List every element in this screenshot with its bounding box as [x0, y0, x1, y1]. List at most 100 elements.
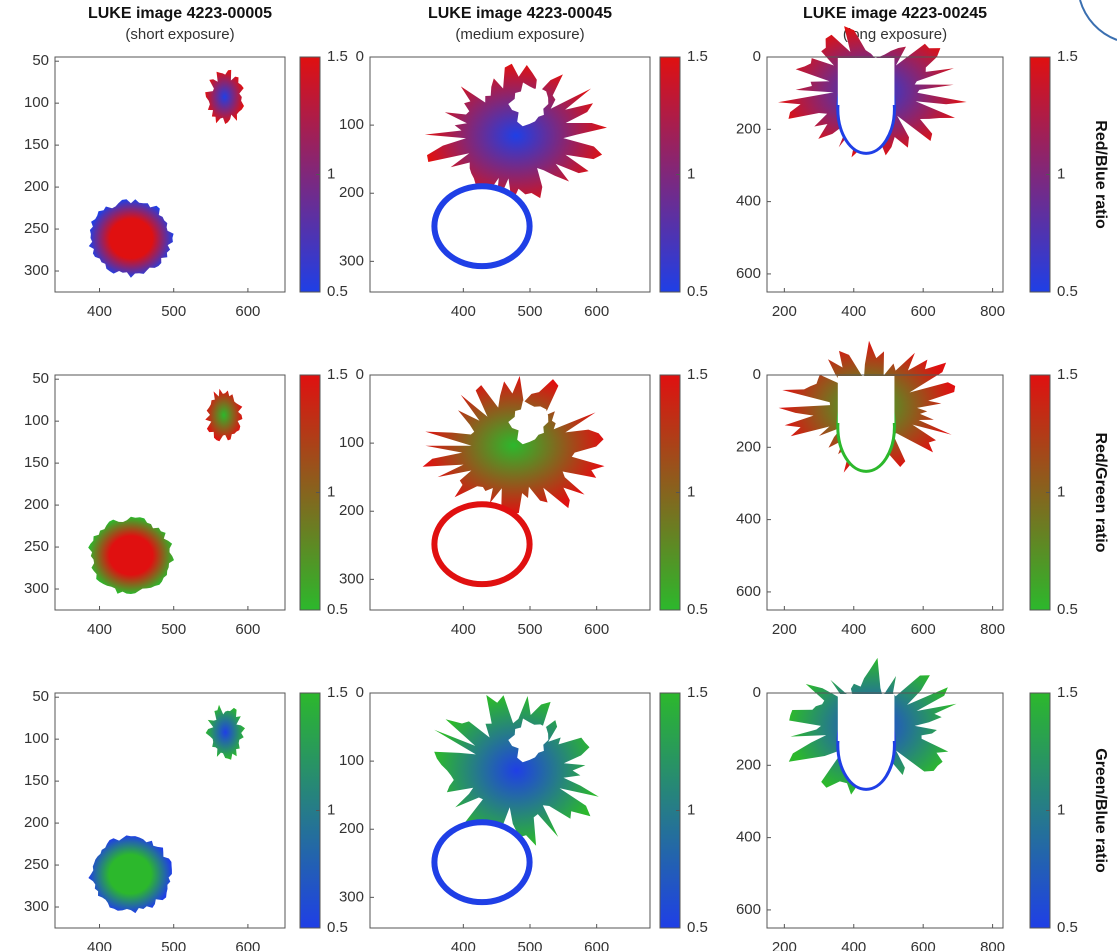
y-tick-label: 200: [24, 814, 49, 831]
y-tick-label: 300: [339, 888, 364, 905]
colorbar-tick-label: 1: [687, 165, 695, 182]
y-tick-label: 300: [339, 570, 364, 587]
y-tick-label: 150: [24, 136, 49, 153]
y-tick-label: 200: [339, 184, 364, 201]
y-tick-label: 100: [24, 94, 49, 111]
y-tick-label: 300: [24, 898, 49, 915]
x-tick-label: 400: [87, 303, 112, 320]
y-tick-label: 50: [32, 688, 49, 705]
image-blob: [434, 695, 599, 846]
y-tick-label: 300: [339, 252, 364, 269]
x-tick-label: 500: [517, 939, 542, 951]
image-clip: [838, 376, 895, 423]
colorbar-tick-label: 1: [1057, 483, 1065, 500]
y-tick-label: 0: [356, 684, 364, 701]
row-label: Green/Blue ratio: [1092, 748, 1109, 873]
figure: LUKE image 4223-00005(short exposure)LUK…: [0, 0, 1117, 951]
colorbar-tick-label: 1.5: [327, 366, 348, 383]
y-tick-label: 100: [24, 730, 49, 747]
colorbar-tick-label: 0.5: [1057, 283, 1078, 300]
y-tick-label: 600: [736, 583, 761, 600]
y-tick-label: 200: [339, 502, 364, 519]
x-tick-label: 400: [841, 621, 866, 638]
colorbar-tick-label: 1: [327, 801, 335, 818]
colorbar-tick-label: 1: [687, 801, 695, 818]
column-title: LUKE image 4223-00045: [428, 5, 612, 22]
x-tick-label: 200: [772, 939, 797, 951]
x-tick-label: 500: [161, 303, 186, 320]
y-tick-label: 100: [339, 752, 364, 769]
x-tick-label: 500: [517, 621, 542, 638]
colorbar-tick-label: 1.5: [327, 48, 348, 65]
x-tick-label: 800: [980, 303, 1005, 320]
y-tick-label: 0: [356, 366, 364, 383]
colorbar-tick-label: 1.5: [1057, 366, 1078, 383]
column-subtitle: (medium exposure): [455, 26, 584, 43]
y-tick-label: 300: [24, 262, 49, 279]
x-tick-label: 400: [87, 621, 112, 638]
y-tick-label: 50: [32, 52, 49, 69]
y-tick-label: 400: [736, 193, 761, 210]
axes-frame: [55, 693, 285, 928]
y-tick-label: 600: [736, 265, 761, 282]
x-tick-label: 400: [841, 939, 866, 951]
x-tick-label: 400: [451, 621, 476, 638]
y-tick-label: 100: [339, 434, 364, 451]
colorbar-tick-label: 1.5: [687, 684, 708, 701]
colorbar-tick-label: 1.5: [687, 48, 708, 65]
y-tick-label: 250: [24, 220, 49, 237]
axes-frame: [55, 57, 285, 292]
y-tick-label: 0: [356, 48, 364, 65]
y-tick-label: 300: [24, 580, 49, 597]
image-clip: [838, 694, 895, 741]
image-blob: [88, 517, 174, 594]
image-ring: [434, 504, 529, 584]
x-tick-label: 600: [584, 303, 609, 320]
y-tick-label: 200: [736, 438, 761, 455]
y-tick-label: 0: [753, 366, 761, 383]
x-tick-label: 600: [235, 303, 260, 320]
x-tick-label: 600: [235, 939, 260, 951]
x-tick-label: 600: [584, 621, 609, 638]
y-tick-label: 0: [753, 48, 761, 65]
colorbar-tick-label: 0.5: [687, 283, 708, 300]
row-label: Red/Green ratio: [1092, 432, 1109, 552]
colorbar-tick-label: 0.5: [687, 919, 708, 936]
colorbar-tick-label: 1: [1057, 801, 1065, 818]
x-tick-label: 600: [584, 939, 609, 951]
colorbar-tick-label: 0.5: [327, 601, 348, 618]
x-tick-label: 500: [161, 939, 186, 951]
colorbar-tick-label: 1.5: [1057, 684, 1078, 701]
x-tick-label: 200: [772, 303, 797, 320]
x-tick-label: 500: [161, 621, 186, 638]
x-tick-label: 200: [772, 621, 797, 638]
colorbar-tick-label: 0.5: [687, 601, 708, 618]
x-tick-label: 400: [451, 939, 476, 951]
logo: [1080, 0, 1117, 40]
x-tick-label: 600: [235, 621, 260, 638]
image-ring: [434, 822, 529, 902]
colorbar-tick-label: 1: [327, 483, 335, 500]
colorbar-tick-label: 0.5: [1057, 919, 1078, 936]
image-blob: [423, 376, 605, 515]
y-tick-label: 150: [24, 454, 49, 471]
image-blob: [205, 389, 242, 442]
y-tick-label: 150: [24, 772, 49, 789]
y-tick-label: 100: [339, 116, 364, 133]
colorbar-tick-label: 1: [687, 483, 695, 500]
x-tick-label: 600: [911, 939, 936, 951]
y-tick-label: 50: [32, 370, 49, 387]
y-tick-label: 0: [753, 684, 761, 701]
colorbar-tick-label: 1.5: [687, 366, 708, 383]
x-tick-label: 800: [980, 621, 1005, 638]
y-tick-label: 600: [736, 901, 761, 918]
y-tick-label: 400: [736, 829, 761, 846]
y-tick-label: 250: [24, 538, 49, 555]
x-tick-label: 600: [911, 621, 936, 638]
colorbar-tick-label: 1.5: [327, 684, 348, 701]
axes-frame: [55, 375, 285, 610]
x-tick-label: 400: [451, 303, 476, 320]
image-blob: [88, 835, 171, 913]
column-title: LUKE image 4223-00245: [803, 5, 987, 22]
colorbar-tick-label: 0.5: [327, 283, 348, 300]
